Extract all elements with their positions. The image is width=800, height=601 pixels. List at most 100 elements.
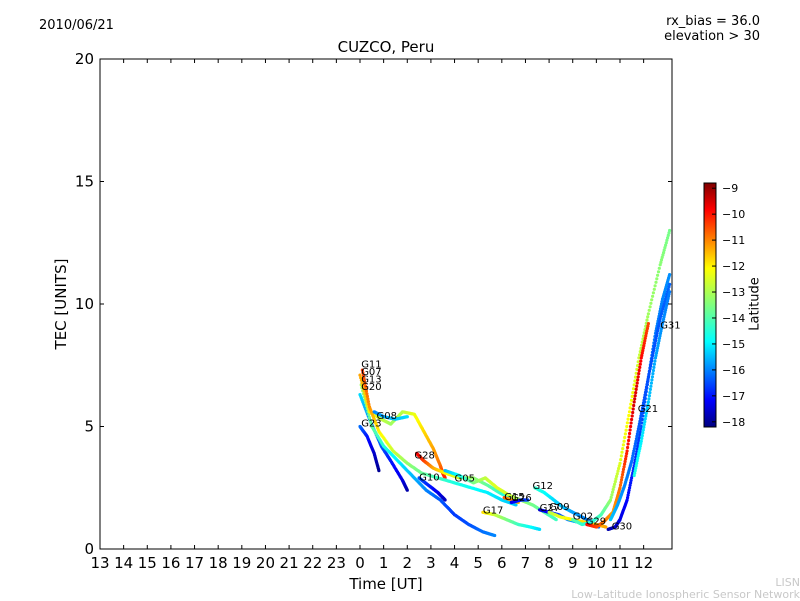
x-tick-label: 15 <box>138 554 157 572</box>
data-point <box>638 417 643 421</box>
series-G13 <box>359 383 497 538</box>
y-tick-label: 20 <box>75 50 94 68</box>
data-point <box>638 362 642 366</box>
data-point <box>654 353 658 358</box>
x-tick-label: 1 <box>379 554 389 572</box>
data-point <box>627 413 631 418</box>
data-point <box>623 462 627 466</box>
x-tick-label: 19 <box>232 554 251 572</box>
data-point <box>659 260 663 264</box>
data-point <box>630 459 634 463</box>
data-point <box>641 403 645 408</box>
satellite-label: G29 <box>586 517 606 528</box>
data-point <box>361 386 365 390</box>
series-G31 <box>632 290 672 478</box>
data-point <box>634 371 638 375</box>
data-point <box>642 334 646 338</box>
x-tick-label: 22 <box>303 554 322 572</box>
data-point <box>626 442 630 446</box>
data-point <box>637 438 641 443</box>
y-tick-label: 5 <box>84 418 94 436</box>
data-point <box>633 375 638 379</box>
data-point <box>635 432 640 436</box>
data-point <box>651 291 656 295</box>
data-point <box>653 284 657 288</box>
satellite-label: G05 <box>455 474 475 485</box>
data-point <box>405 415 409 419</box>
data-point <box>633 397 637 401</box>
data-point <box>623 432 628 436</box>
series-G23 <box>358 424 381 473</box>
data-point <box>651 351 655 355</box>
data-point <box>614 477 618 481</box>
data-point <box>659 326 664 331</box>
data-point <box>649 361 653 366</box>
x-axis-label: Time [UT] <box>349 575 423 593</box>
data-point <box>368 419 372 423</box>
data-point <box>654 351 659 355</box>
data-point <box>618 483 623 487</box>
data-point <box>649 364 653 368</box>
data-point <box>363 384 367 388</box>
colorbar-tick-label: −15 <box>722 338 745 351</box>
data-point <box>644 331 648 335</box>
satellite-label: G07 <box>361 367 381 378</box>
data-point <box>630 417 634 422</box>
colorbar-tick-label: −13 <box>722 286 745 299</box>
data-point <box>634 464 638 468</box>
data-point <box>668 273 672 277</box>
data-point <box>635 461 639 465</box>
data-point <box>655 334 659 338</box>
data-point <box>636 444 640 448</box>
data-point <box>631 391 635 395</box>
data-point <box>626 445 630 450</box>
data-point <box>637 372 641 376</box>
data-point <box>645 318 649 322</box>
data-point <box>654 336 658 340</box>
data-point <box>659 304 663 309</box>
satellite-label: G13 <box>361 374 381 385</box>
data-point <box>629 402 633 406</box>
x-tick-label: 23 <box>327 554 346 572</box>
data-point <box>615 472 619 476</box>
data-point <box>655 349 659 353</box>
x-tick-label: 14 <box>114 554 133 572</box>
data-point <box>645 326 650 331</box>
data-point <box>633 471 637 475</box>
data-point <box>639 427 643 431</box>
data-point <box>652 287 656 291</box>
data-point <box>657 324 661 328</box>
data-point <box>634 439 638 443</box>
data-point <box>604 525 608 529</box>
data-point <box>627 435 631 439</box>
data-point <box>369 421 373 426</box>
data-point <box>647 372 651 376</box>
data-point <box>643 390 648 394</box>
data-point <box>627 491 631 495</box>
data-point <box>662 248 666 252</box>
x-tick-label: 20 <box>256 554 275 572</box>
data-point <box>643 336 647 340</box>
data-point <box>367 416 372 420</box>
data-point <box>624 454 628 458</box>
data-point <box>644 414 648 418</box>
data-point <box>616 469 620 473</box>
data-point <box>611 490 615 494</box>
series-G26 <box>509 498 530 504</box>
data-point <box>636 429 640 433</box>
data-point <box>628 428 632 432</box>
data-point <box>635 434 639 438</box>
data-point <box>627 410 632 414</box>
data-point <box>658 263 662 267</box>
colorbar-tick-label: −18 <box>722 416 745 429</box>
series-G11 <box>360 368 518 507</box>
data-point <box>633 444 637 448</box>
data-point <box>639 359 643 363</box>
data-point <box>647 394 652 398</box>
data-point <box>615 474 619 478</box>
data-point <box>642 396 647 400</box>
data-point <box>657 322 661 326</box>
data-point <box>642 398 646 402</box>
watermark-network: Low-Latitude Ionospheric Sensor Network <box>571 588 800 601</box>
data-point <box>643 339 647 343</box>
